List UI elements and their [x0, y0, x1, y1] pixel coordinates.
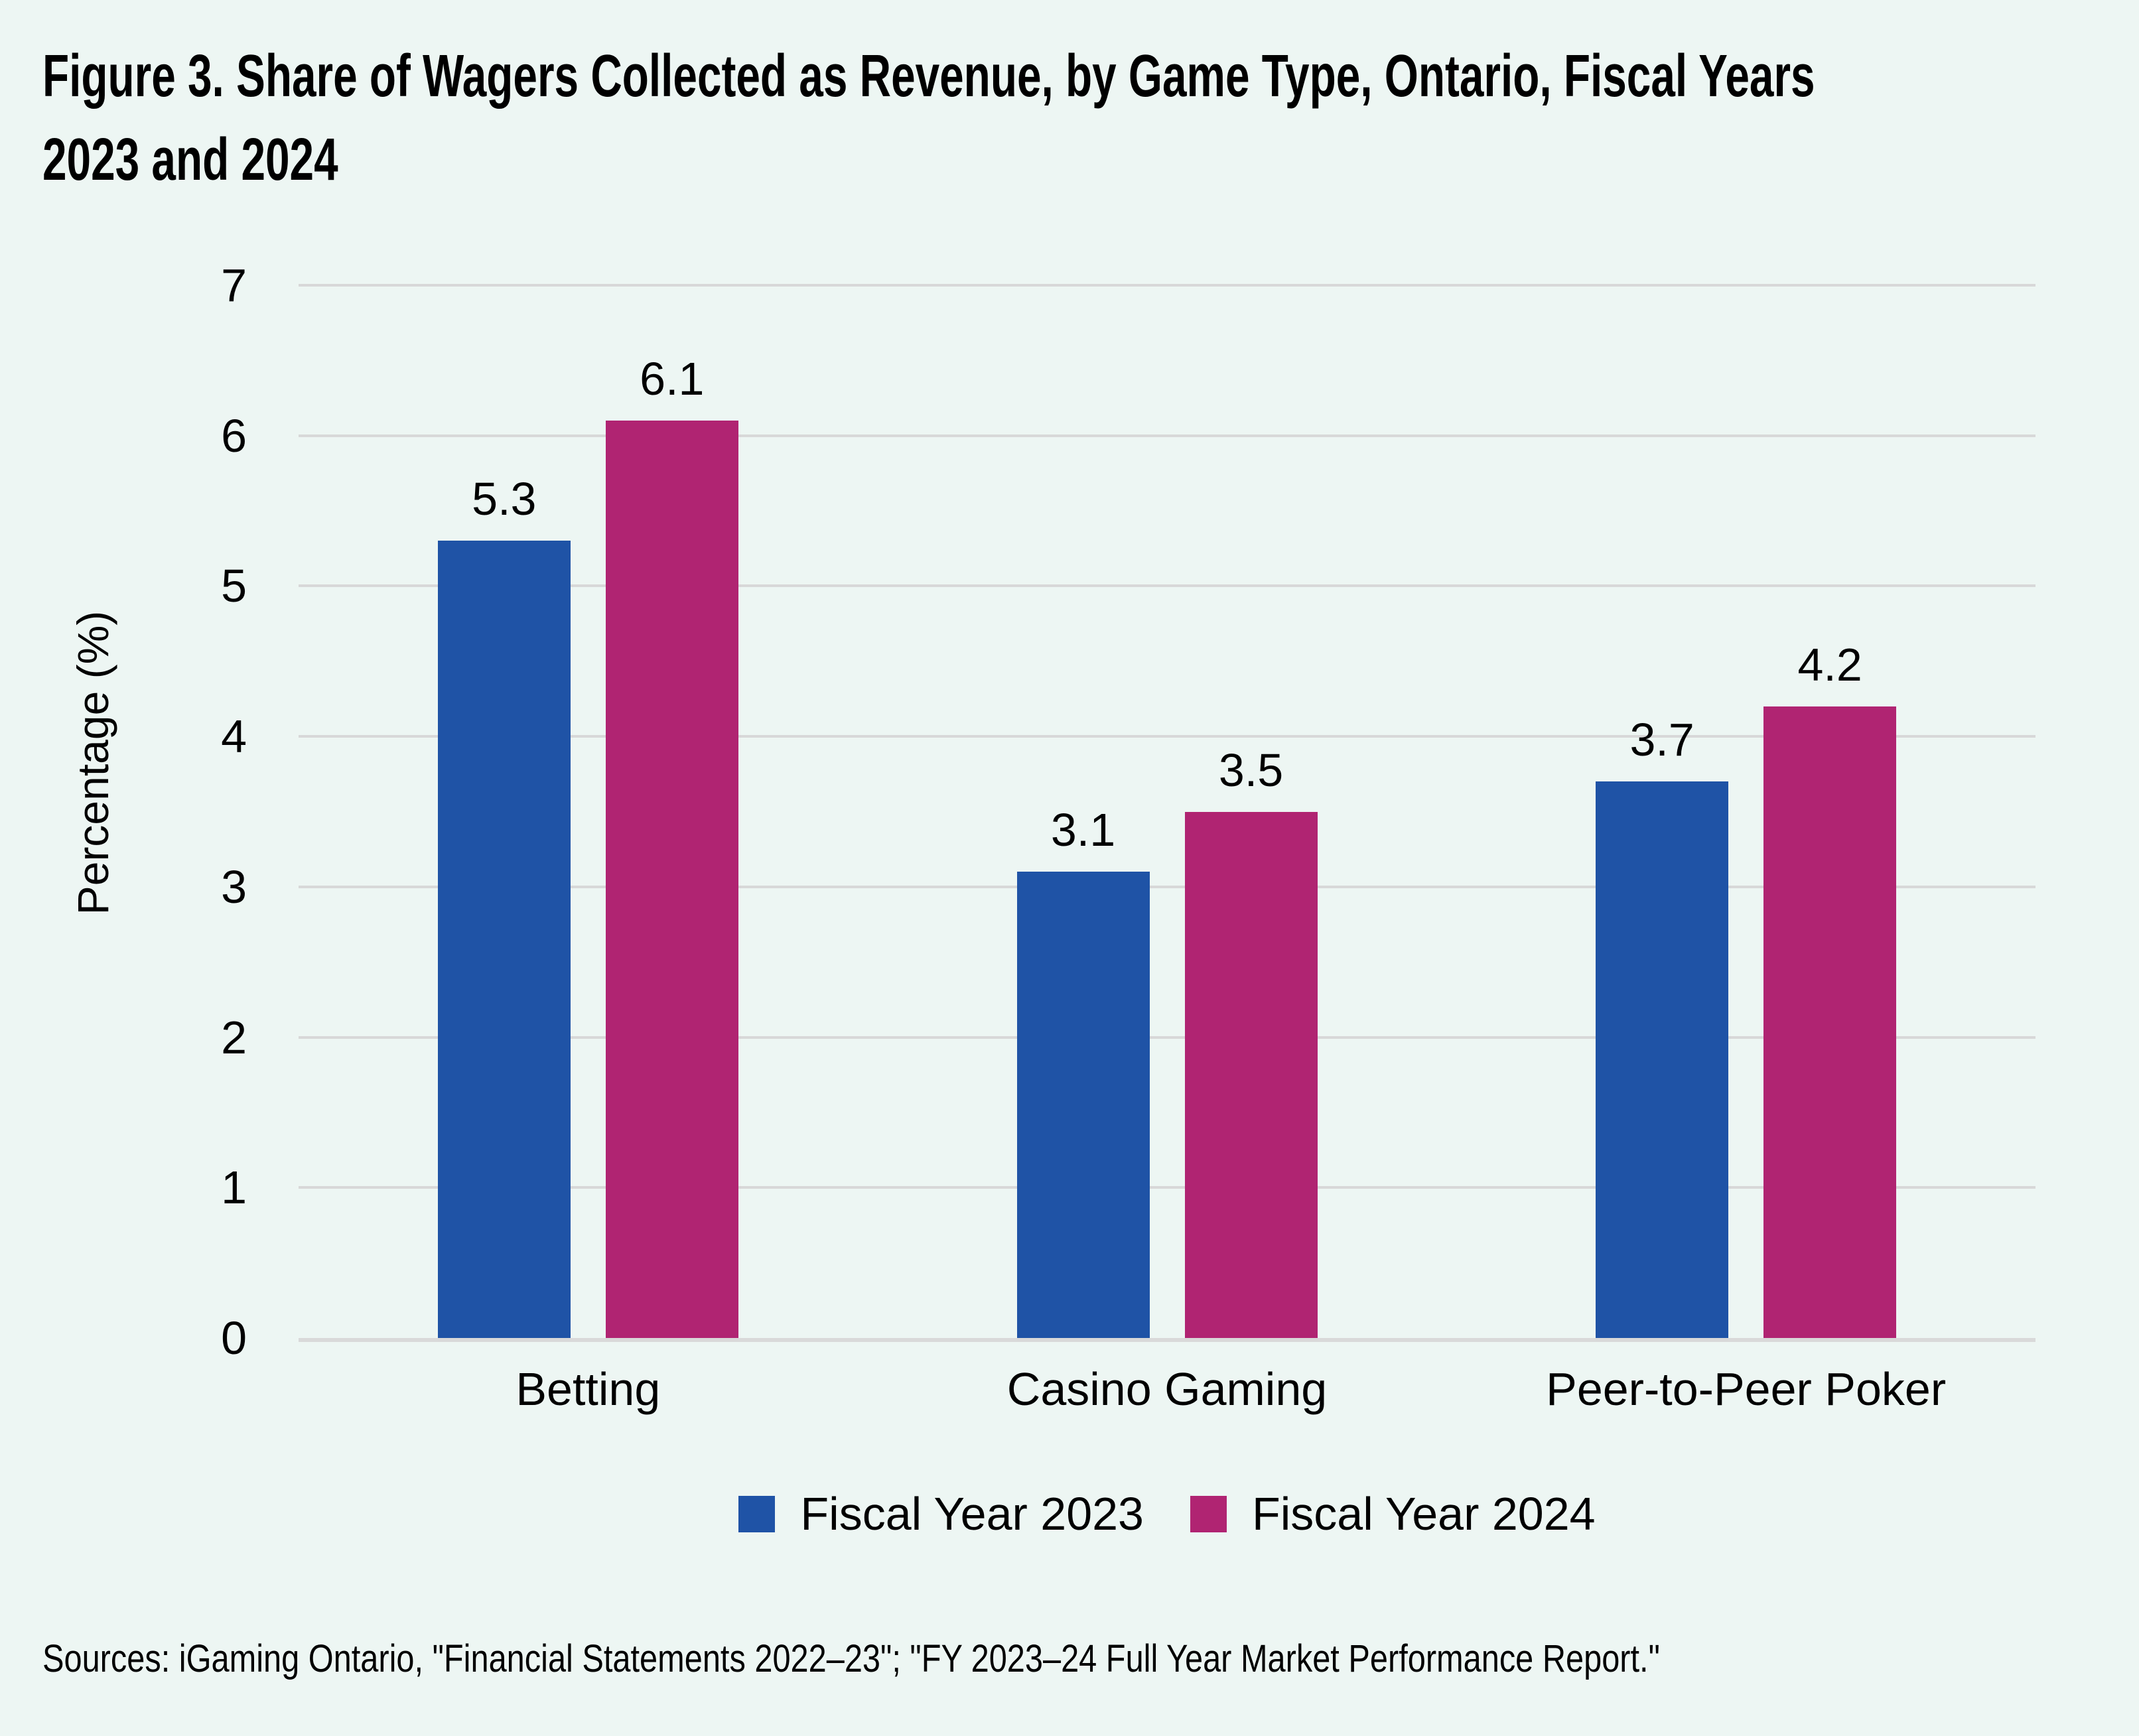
- value-label: 3.1: [1050, 804, 1116, 856]
- value-label: 3.5: [1218, 744, 1284, 796]
- gridline-2: [299, 1035, 2036, 1039]
- sources-note: Sources: iGaming Ontario, "Financial Sta…: [42, 1637, 1660, 1680]
- bar-betting-fiscal-year-2023: [437, 541, 571, 1338]
- x-category-label-peer-to-peer-poker: Peer-to-Peer Poker: [1546, 1363, 1947, 1415]
- legend-item: Fiscal Year 2024: [1190, 1487, 1596, 1540]
- figure-title-line-1: Figure 3. Share of Wagers Collected as R…: [42, 43, 1815, 109]
- bar-casino-gaming-fiscal-year-2023: [1016, 872, 1150, 1338]
- value-label: 3.7: [1629, 714, 1694, 766]
- y-tick-label-5: 5: [221, 560, 247, 612]
- bar-casino-gaming-fiscal-year-2024: [1184, 811, 1318, 1338]
- gridline-1: [299, 1186, 2036, 1189]
- bar-betting-fiscal-year-2024: [605, 421, 738, 1338]
- gridline-4: [299, 735, 2036, 738]
- value-label: 5.3: [472, 473, 537, 525]
- bar-peer-to-peer-poker-fiscal-year-2024: [1763, 706, 1897, 1338]
- gridline-5: [299, 584, 2036, 588]
- x-category-label-casino-gaming: Casino Gaming: [1006, 1363, 1328, 1415]
- y-tick-label-2: 2: [221, 1011, 247, 1063]
- y-tick-label-6: 6: [221, 409, 247, 462]
- value-label: 6.1: [640, 353, 705, 405]
- figure-title-line-2: 2023 and 2024: [42, 127, 338, 193]
- bar-peer-to-peer-poker-fiscal-year-2023: [1596, 781, 1729, 1338]
- gridline-6: [299, 434, 2036, 437]
- gridline-7: [299, 284, 2036, 287]
- x-axis-baseline: [299, 1338, 2036, 1342]
- gridline-3: [299, 885, 2036, 888]
- legend-swatch: [738, 1495, 776, 1532]
- x-axis-category-labels: Betting Casino Gaming Peer-to-Peer Poker: [299, 1361, 2036, 1434]
- y-tick-label-1: 1: [221, 1162, 247, 1214]
- y-tick-label-0: 0: [221, 1312, 247, 1364]
- figure-title: Figure 3. Share of Wagers Collected as R…: [42, 34, 1815, 202]
- legend: Fiscal Year 2023 Fiscal Year 2024: [299, 1487, 2036, 1540]
- x-category-label-betting: Betting: [516, 1363, 661, 1415]
- y-tick-label-3: 3: [221, 860, 247, 913]
- legend-label: Fiscal Year 2023: [800, 1488, 1144, 1540]
- legend-label: Fiscal Year 2024: [1252, 1488, 1596, 1540]
- y-tick-label-4: 4: [221, 710, 247, 763]
- value-label: 4.2: [1797, 638, 1862, 691]
- chart-plot-area: 5.3 6.1 3.1 3.5 3.7 4.2: [299, 284, 2036, 1342]
- y-tick-label-7: 7: [221, 259, 247, 311]
- legend-item: Fiscal Year 2023: [738, 1487, 1144, 1540]
- y-axis-tick-labels: 0 1 2 3 4 5 6 7: [0, 262, 247, 1361]
- legend-swatch: [1190, 1495, 1227, 1532]
